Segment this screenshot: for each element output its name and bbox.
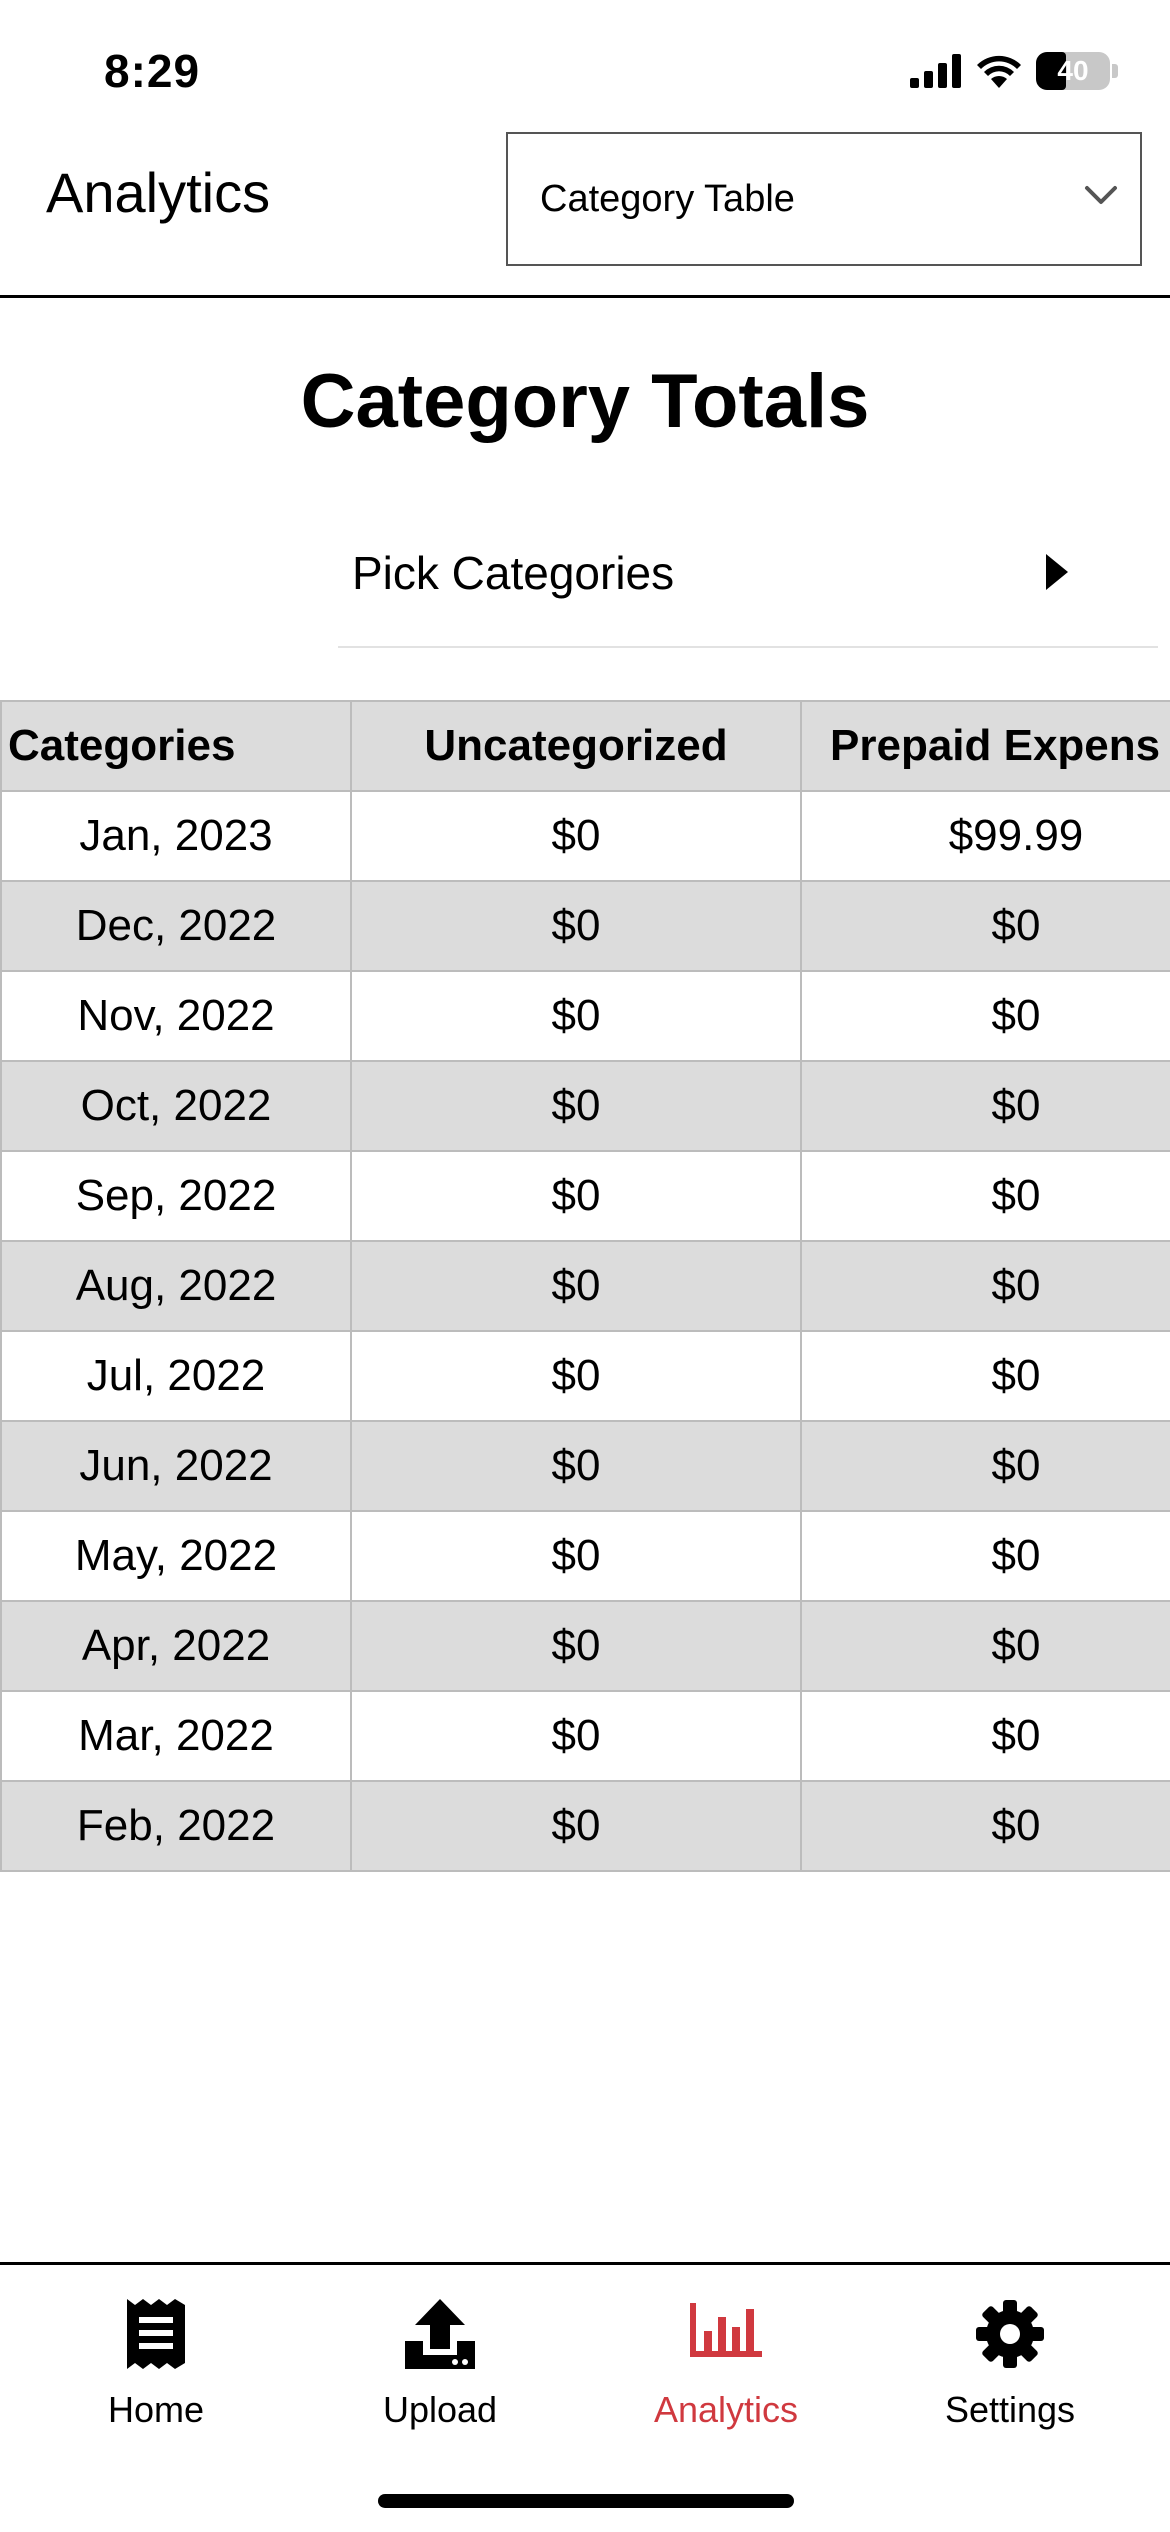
row-month: Jun, 2022 [0,1420,352,1512]
cellular-signal-icon [910,54,961,88]
tab-upload[interactable]: Upload [320,2297,560,2431]
row-prepaid-expenses: $99.99 [800,790,1170,882]
row-uncategorized: $0 [350,1060,802,1152]
row-uncategorized: $0 [350,790,802,882]
row-prepaid-expenses: $0 [800,1240,1170,1332]
row-month: Jul, 2022 [0,1330,352,1422]
row-uncategorized: $0 [350,1420,802,1512]
row-prepaid-expenses: $0 [800,1330,1170,1422]
page-title: Category Totals [300,359,870,444]
row-uncategorized: $0 [350,1690,802,1782]
row-month: Sep, 2022 [0,1150,352,1242]
row-uncategorized: $0 [350,1330,802,1422]
status-time: 8:29 [104,45,201,97]
row-uncategorized: $0 [350,1780,802,1872]
row-month: Jan, 2023 [0,790,352,882]
tab-label: Settings [944,2389,1076,2430]
table-row: Dec, 2022 $0 $0 [0,880,1170,972]
view-select-value: Category Table [540,177,795,220]
row-prepaid-expenses: $0 [800,970,1170,1062]
battery-fill [1036,52,1066,90]
row-month: Feb, 2022 [0,1780,352,1872]
row-uncategorized: $0 [350,1150,802,1242]
row-month: Aug, 2022 [0,1240,352,1332]
row-prepaid-expenses: $0 [800,880,1170,972]
row-uncategorized: $0 [350,1510,802,1602]
tab-analytics[interactable]: Analytics [606,2297,846,2431]
tab-label: Home [107,2389,205,2430]
row-prepaid-expenses: $0 [800,1060,1170,1152]
bar-chart-icon [690,2303,762,2357]
view-select-dropdown[interactable]: Category Table [506,132,1142,266]
row-prepaid-expenses: $0 [800,1510,1170,1602]
row-prepaid-expenses: $0 [800,1420,1170,1512]
status-icons: 40 [910,52,1118,90]
row-month: Dec, 2022 [0,880,352,972]
tab-label: Upload [382,2389,498,2430]
status-bar: 8:29 40 [0,0,1170,130]
tab-settings[interactable]: Settings [890,2297,1130,2431]
column-header: Uncategorized [350,700,802,792]
battery-cap [1112,64,1118,78]
tab-home[interactable]: Home [36,2297,276,2431]
wifi-icon [977,55,1021,88]
row-uncategorized: $0 [350,970,802,1062]
gear-icon [976,2300,1044,2368]
table-row: Jun, 2022 $0 $0 [0,1420,1170,1512]
column-header: Prepaid Expens [800,700,1170,792]
receipt-icon [127,2299,185,2369]
header: Analytics Category Table [0,130,1170,298]
row-month: Oct, 2022 [0,1060,352,1152]
table-row: Apr, 2022 $0 $0 [0,1600,1170,1692]
row-uncategorized: $0 [350,1240,802,1332]
battery-percent: 40 [1057,55,1089,86]
table-row: Jul, 2022 $0 $0 [0,1330,1170,1422]
tab-label: Analytics [653,2389,799,2430]
row-month: Apr, 2022 [0,1600,352,1692]
battery-icon: 40 [1036,52,1110,90]
table-row: Sep, 2022 $0 $0 [0,1150,1170,1242]
table-row: Feb, 2022 $0 $0 [0,1780,1170,1872]
upload-icon [405,2299,475,2369]
table-row: Nov, 2022 $0 $0 [0,970,1170,1062]
row-uncategorized: $0 [350,880,802,972]
row-uncategorized: $0 [350,1600,802,1692]
row-prepaid-expenses: $0 [800,1780,1170,1872]
column-header: Categories [0,700,352,792]
row-prepaid-expenses: $0 [800,1150,1170,1242]
table-header-row: Categories Uncategorized Prepaid Expens [0,700,1170,792]
home-indicator [378,2494,794,2508]
table-row: Oct, 2022 $0 $0 [0,1060,1170,1152]
caret-right-icon [1046,554,1068,590]
header-title: Analytics [46,161,271,224]
table-row: Mar, 2022 $0 $0 [0,1690,1170,1782]
category-table: Categories Uncategorized Prepaid Expens … [0,700,1170,1872]
pick-categories-row[interactable]: Pick Categories [338,530,1158,648]
chevron-down-icon [1085,186,1117,204]
row-prepaid-expenses: $0 [800,1690,1170,1782]
table-row: May, 2022 $0 $0 [0,1510,1170,1602]
row-month: Nov, 2022 [0,970,352,1062]
row-month: Mar, 2022 [0,1690,352,1782]
table-row: Aug, 2022 $0 $0 [0,1240,1170,1332]
table-row: Jan, 2023 $0 $99.99 [0,790,1170,882]
row-month: May, 2022 [0,1510,352,1602]
pick-categories-label: Pick Categories [352,547,675,599]
tab-bar: Home Upload Analytics [0,2262,1170,2532]
category-table-scroll[interactable]: Categories Uncategorized Prepaid Expens … [0,700,1170,1872]
row-prepaid-expenses: $0 [800,1600,1170,1692]
